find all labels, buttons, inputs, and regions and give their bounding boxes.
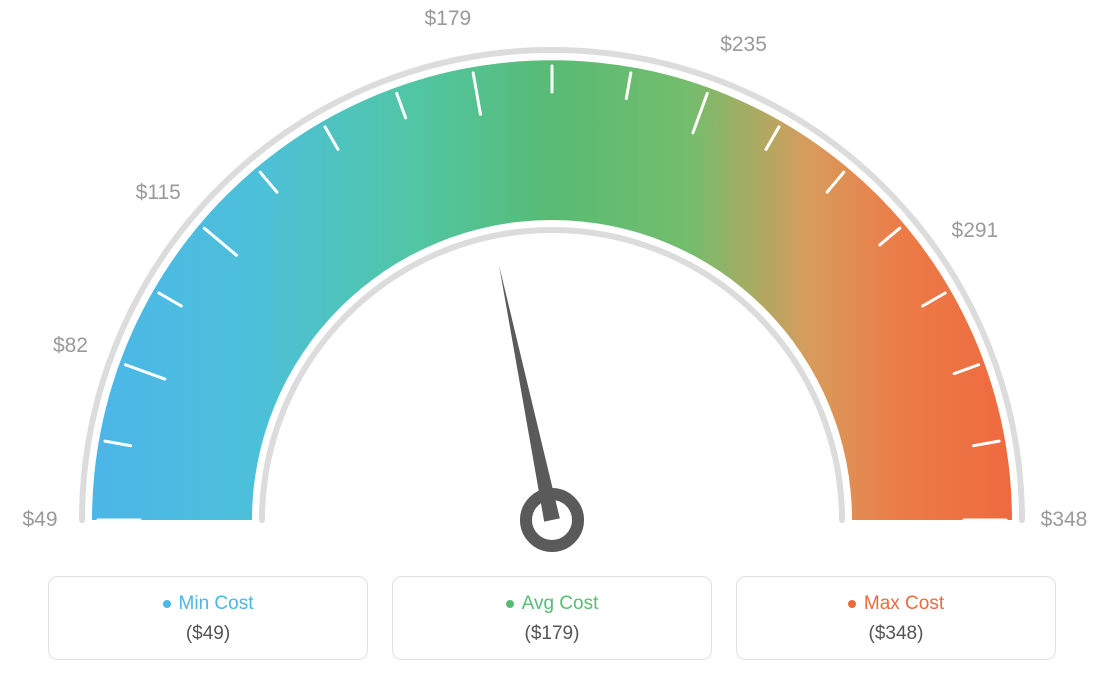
gauge-chart: $49 $82 $115 $179 $235 $291 $348 bbox=[0, 0, 1104, 560]
legend-label-max: Max Cost bbox=[757, 593, 1035, 615]
gauge-svg bbox=[0, 0, 1104, 560]
legend-label-text-min: Min Cost bbox=[179, 593, 254, 615]
gauge-tick-label: $49 bbox=[22, 508, 57, 532]
legend-label-avg: Avg Cost bbox=[413, 593, 691, 615]
legend-label-text-max: Max Cost bbox=[864, 593, 944, 615]
gauge-tick-label: $235 bbox=[720, 33, 767, 57]
legend-card-avg: Avg Cost ($179) bbox=[392, 576, 712, 660]
legend-card-min: Min Cost ($49) bbox=[48, 576, 368, 660]
gauge-tick-label: $179 bbox=[424, 7, 471, 31]
legend-row: Min Cost ($49) Avg Cost ($179) Max Cost … bbox=[0, 576, 1104, 660]
legend-value-min: ($49) bbox=[69, 623, 347, 645]
legend-label-text-avg: Avg Cost bbox=[522, 593, 599, 615]
gauge-tick-label: $115 bbox=[136, 181, 181, 205]
dot-icon-min bbox=[163, 600, 171, 608]
legend-card-max: Max Cost ($348) bbox=[736, 576, 1056, 660]
gauge-tick-label: $82 bbox=[53, 334, 88, 358]
legend-value-max: ($348) bbox=[757, 623, 1035, 645]
gauge-tick-label: $348 bbox=[1041, 508, 1088, 532]
dot-icon-max bbox=[848, 600, 856, 608]
dot-icon-avg bbox=[506, 600, 514, 608]
gauge-tick-label: $291 bbox=[952, 219, 999, 243]
chart-container: $49 $82 $115 $179 $235 $291 $348 Min Cost ($49… bbox=[0, 0, 1104, 690]
legend-label-min: Min Cost bbox=[69, 593, 347, 615]
legend-value-avg: ($179) bbox=[413, 623, 691, 645]
